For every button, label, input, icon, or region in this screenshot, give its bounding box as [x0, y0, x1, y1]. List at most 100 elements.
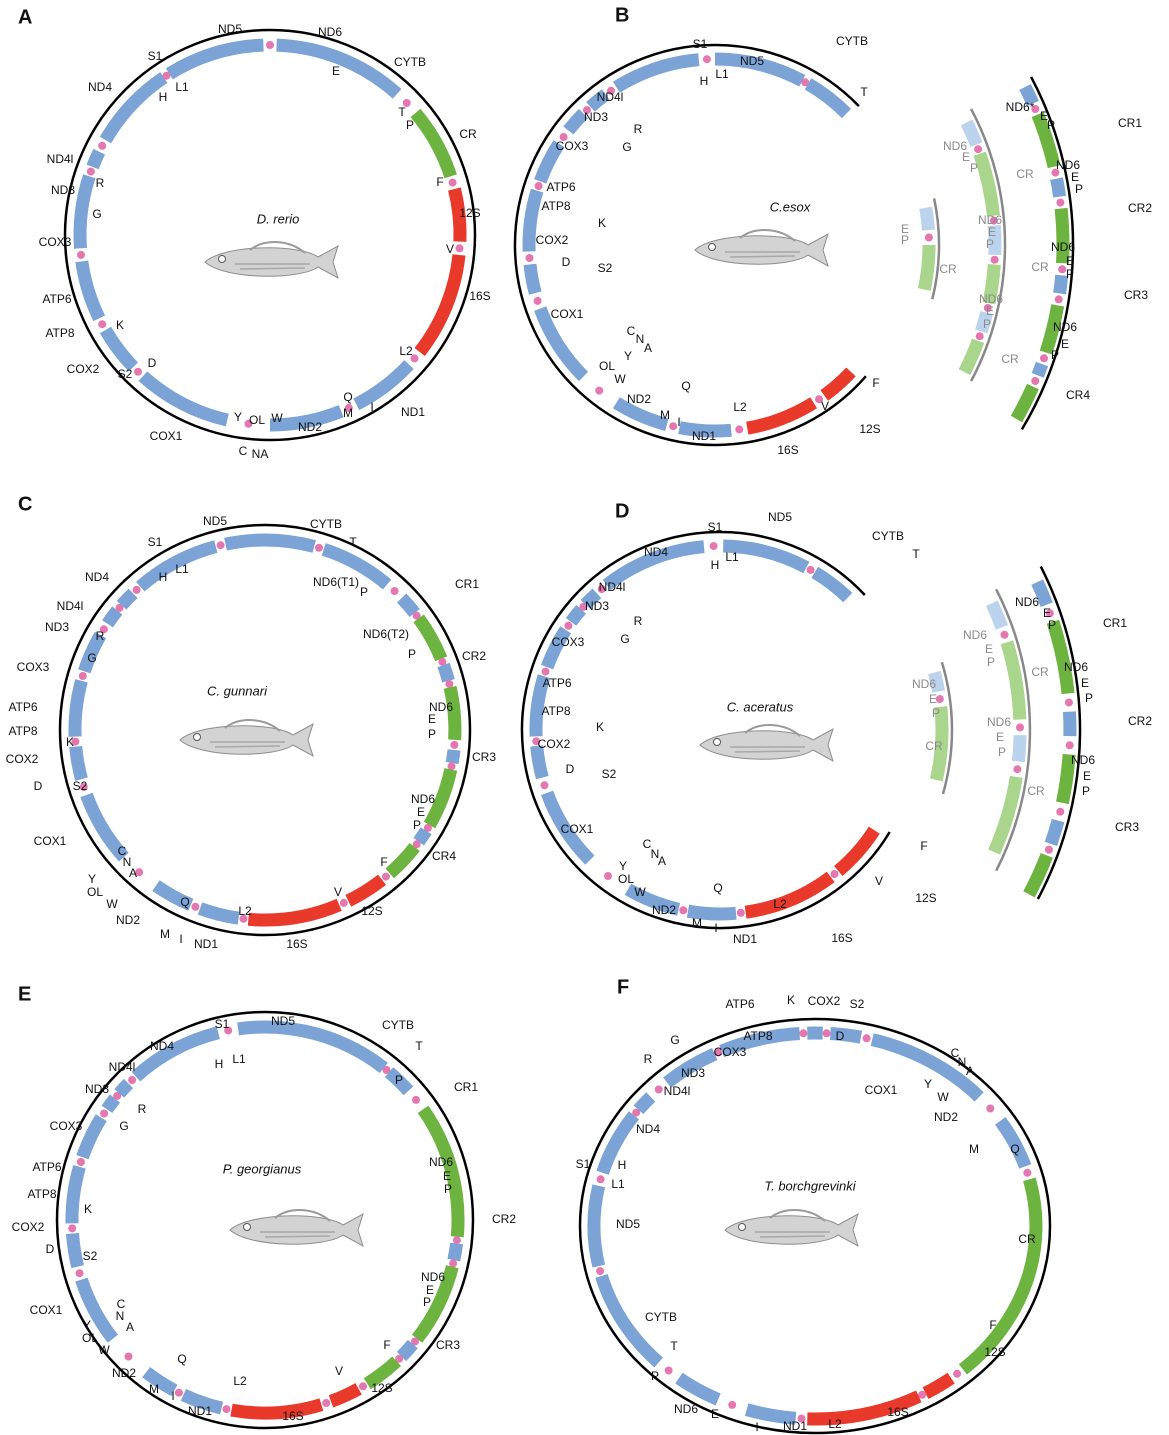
fish-illustration [700, 725, 833, 761]
gene-label: ND1 [783, 1419, 807, 1433]
gene-label: P [1075, 182, 1083, 196]
trna-marker [863, 1034, 871, 1042]
trna-marker [456, 244, 464, 252]
gene-label: COX1 [150, 429, 183, 443]
gene-label: S1 [148, 49, 163, 63]
panel-letter: D [615, 500, 629, 522]
gene-label: ND1 [733, 932, 757, 946]
gene-label: G [670, 1033, 679, 1047]
gene-label: P [406, 118, 414, 132]
gene-label: ND5 [271, 1014, 295, 1028]
trna-marker [1055, 295, 1063, 303]
gene-block [1007, 642, 1020, 719]
gene-block [136, 1033, 218, 1077]
gene-label: R [634, 122, 643, 136]
gene-label: 12S [984, 1345, 1005, 1359]
gene-block [1060, 275, 1062, 293]
trna-marker [77, 251, 85, 259]
gene-label: S1 [708, 520, 723, 534]
gene-label: P [1048, 618, 1056, 632]
gene-block [82, 261, 99, 318]
gene-block [992, 603, 1002, 627]
gene-label: H [159, 570, 168, 584]
gene-block [1018, 735, 1020, 761]
trna-marker [831, 870, 839, 878]
trna-marker [535, 182, 543, 190]
gene-label: L1 [725, 550, 739, 564]
gene-label: ATP8 [743, 1029, 772, 1043]
trna-marker [596, 1267, 604, 1275]
species-name: C. aceratus [727, 699, 794, 714]
trna-marker [823, 1029, 831, 1037]
trna-marker [597, 1175, 605, 1183]
gene-label: G [620, 632, 629, 646]
gene-label: CR3 [472, 750, 496, 764]
gene-label: E [962, 150, 970, 164]
gene-label: W [614, 372, 626, 386]
gene-label: P [1082, 784, 1090, 798]
gene-label: ND6(T2) [363, 627, 409, 641]
gene-block [348, 880, 382, 901]
gene-label: ATP8 [27, 1187, 56, 1201]
gene-block [83, 1118, 102, 1158]
gene-block [93, 152, 100, 167]
gene-label: K [787, 993, 795, 1007]
gene-label: CR2 [1128, 714, 1152, 728]
trna-marker [655, 1086, 663, 1094]
gene-label: CYTB [872, 529, 904, 543]
gene-label: S2 [118, 367, 133, 381]
trna-marker [266, 41, 274, 49]
trna-marker [175, 1389, 183, 1397]
gene-block [226, 540, 315, 546]
gene-label: ND4l [109, 1060, 136, 1074]
species-name: C.esox [770, 199, 811, 214]
gene-label: ND1 [401, 405, 425, 419]
gene-label: Q [713, 881, 722, 895]
gene-label: ND3 [584, 110, 608, 124]
gene-label: 16S [777, 443, 798, 457]
trna-marker [87, 168, 95, 176]
fish-eye [714, 739, 721, 746]
gene-label: ND3 [681, 1066, 705, 1080]
gene-label: H [618, 1158, 627, 1172]
gene-block [1061, 209, 1063, 264]
gene-block [75, 681, 82, 737]
gene-block [356, 365, 409, 405]
gene-label: ND6 [318, 25, 342, 39]
trna-marker [163, 72, 171, 80]
gene-label: ND2 [627, 392, 651, 406]
fish-body [725, 1214, 858, 1246]
gene-label: CR1 [1118, 116, 1142, 130]
gene-block [747, 1410, 796, 1419]
gene-label: Q [180, 895, 189, 909]
gene-label: V [446, 242, 454, 256]
gene-label: H [711, 558, 720, 572]
gene-label: D [148, 356, 157, 370]
gene-block [594, 1186, 599, 1266]
fish-illustration [725, 1210, 858, 1246]
gene-label: A [658, 854, 666, 868]
gene-label: ATP8 [541, 199, 570, 213]
gene-label: E [332, 64, 340, 78]
gene-label: T [349, 535, 357, 549]
gene-label: F [920, 839, 927, 853]
gene-label: L2 [238, 904, 252, 918]
gene-label: F [989, 1318, 996, 1332]
gene-label: COX3 [50, 1119, 83, 1133]
trna-marker [223, 1405, 231, 1413]
trna-marker [976, 332, 984, 340]
gene-block [924, 245, 929, 290]
gene-label: COX3 [556, 139, 589, 153]
gene-label: ND6 [912, 677, 936, 691]
trna-marker [1040, 354, 1048, 362]
gene-label: COX1 [561, 822, 594, 836]
gene-label: ATP6 [8, 700, 37, 714]
gene-label: R [96, 176, 105, 190]
gene-label: D [566, 762, 575, 776]
trna-marker [68, 1224, 76, 1232]
fish-illustration [180, 720, 313, 756]
gene-label: S1 [215, 1017, 230, 1031]
gene-label: L2 [233, 1374, 247, 1388]
gene-label: P [428, 727, 436, 741]
gene-label: D [562, 255, 571, 269]
